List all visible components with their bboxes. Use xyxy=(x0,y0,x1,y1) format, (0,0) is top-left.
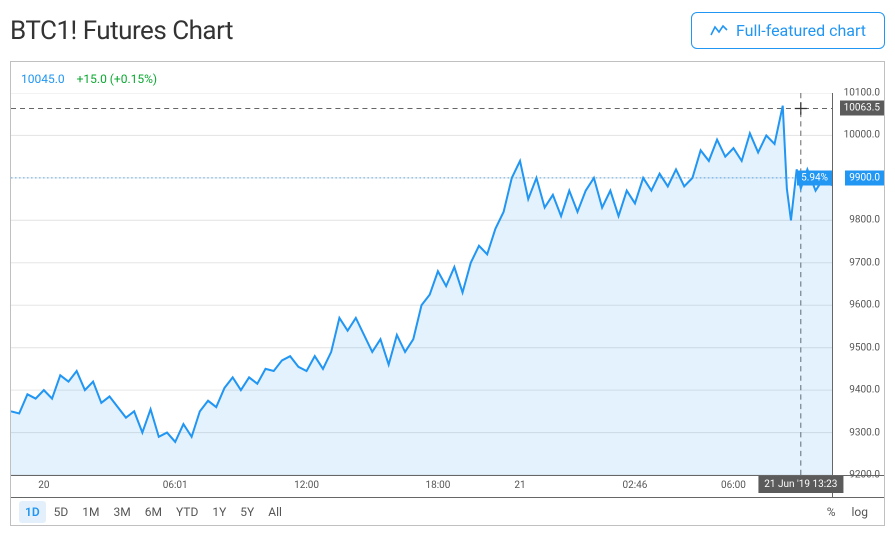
x-tick-label: 06:00 xyxy=(721,480,746,491)
range-5y[interactable]: 5Y xyxy=(234,501,260,523)
x-axis: 20 06:01 12:00 18:00 21 02:46 06:00 21 Jun '19 … xyxy=(11,475,884,497)
x-tick-label: 21 xyxy=(514,480,525,491)
y-tick-label: 9300.0 xyxy=(849,427,880,438)
quote-bar: 10045.0 +15.0 (+0.15%) xyxy=(11,62,884,93)
y-tick-label: 9500.0 xyxy=(849,342,880,353)
x-tick-label: 20 xyxy=(38,480,49,491)
percent-scale-button[interactable]: % xyxy=(819,501,844,523)
y-tick-label: 9400.0 xyxy=(849,385,880,396)
current-price-badge: 9900.0 xyxy=(845,170,884,185)
crosshair-time-badge: 21 Jun '19 13:23 xyxy=(758,476,843,493)
full-featured-chart-button[interactable]: Full-featured chart xyxy=(691,12,885,49)
range-all[interactable]: All xyxy=(262,501,288,523)
x-tick-label: 12:00 xyxy=(294,480,319,491)
y-tick-label: 9800.0 xyxy=(849,215,880,226)
y-tick-label: 9700.0 xyxy=(849,257,880,268)
range-5d[interactable]: 5D xyxy=(48,501,75,523)
range-1m[interactable]: 1M xyxy=(76,501,105,523)
page-title: BTC1! Futures Chart xyxy=(10,16,233,46)
x-tick-label: 18:00 xyxy=(425,480,450,491)
range-selector: 1D5D1M3M6MYTD1Y5YAll % log xyxy=(11,497,884,525)
range-3m[interactable]: 3M xyxy=(108,501,137,523)
range-1y[interactable]: 1Y xyxy=(206,501,232,523)
quote-price: 10045.0 xyxy=(21,72,65,86)
log-scale-button[interactable]: log xyxy=(844,501,877,523)
y-axis: 9200.09300.09400.09500.09600.09700.09800… xyxy=(832,93,884,475)
y-tick-label: 10100.0 xyxy=(844,88,880,99)
chart-container: 10045.0 +15.0 (+0.15%) 5.94% 9200.09300.… xyxy=(10,61,885,526)
crosshair-price-badge: 10063.5 xyxy=(840,101,884,116)
x-tick-label: 02:46 xyxy=(623,480,648,491)
percent-badge: 5.94% xyxy=(797,170,832,185)
y-tick-label: 9600.0 xyxy=(849,300,880,311)
chart-line-icon xyxy=(710,24,728,38)
range-ytd[interactable]: YTD xyxy=(170,501,204,523)
y-tick-label: 10000.0 xyxy=(844,130,880,141)
range-6m[interactable]: 6M xyxy=(139,501,168,523)
range-1d[interactable]: 1D xyxy=(19,501,46,523)
quote-change: +15.0 (+0.15%) xyxy=(77,72,157,86)
x-tick-label: 06:01 xyxy=(163,480,188,491)
full-featured-label: Full-featured chart xyxy=(736,21,866,40)
chart-plot[interactable]: 5.94% xyxy=(11,93,832,475)
